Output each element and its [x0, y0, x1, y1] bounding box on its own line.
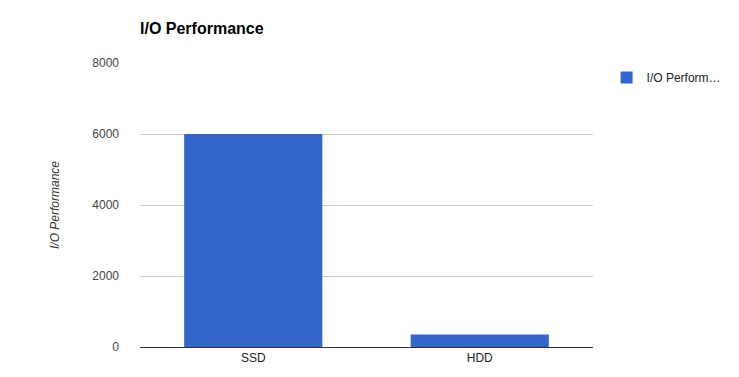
svg-text:6000: 6000 — [92, 127, 119, 141]
svg-text:0: 0 — [112, 340, 119, 354]
svg-text:I/O Perform…: I/O Perform… — [647, 71, 721, 85]
svg-text:2000: 2000 — [92, 269, 119, 283]
svg-text:HDD: HDD — [467, 351, 493, 365]
svg-text:4000: 4000 — [92, 198, 119, 212]
svg-text:8000: 8000 — [92, 56, 119, 70]
svg-text:I/O Performance: I/O Performance — [140, 20, 264, 37]
svg-text:I/O Performance: I/O Performance — [48, 161, 62, 249]
svg-text:SSD: SSD — [241, 351, 266, 365]
